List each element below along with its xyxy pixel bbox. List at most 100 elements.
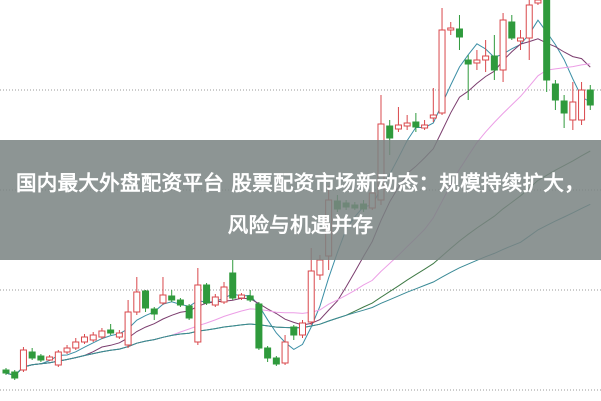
candle <box>290 325 298 340</box>
candle-body <box>290 326 298 336</box>
candle <box>107 324 115 335</box>
candle-body <box>150 308 158 315</box>
candle <box>176 298 184 307</box>
candle-body <box>578 89 586 121</box>
candle <box>447 22 455 35</box>
candle-body <box>46 356 54 361</box>
candle <box>80 334 88 344</box>
candle-body <box>281 341 289 364</box>
candle-body <box>447 27 455 31</box>
candle-body <box>551 83 559 101</box>
candle <box>159 277 167 305</box>
candle-body <box>264 347 272 359</box>
candle-body <box>272 357 280 365</box>
candle-body <box>517 37 525 42</box>
candle-body <box>19 349 27 371</box>
candle <box>578 82 586 125</box>
candle <box>89 332 97 342</box>
candle <box>229 260 237 300</box>
candle-body <box>307 270 315 323</box>
candle-body <box>386 125 394 139</box>
candle <box>46 355 54 361</box>
candle-body <box>89 334 97 341</box>
candle-body <box>255 303 263 349</box>
candle-body <box>482 55 490 61</box>
candle <box>2 368 10 375</box>
candle-body <box>508 21 516 39</box>
candle-body <box>464 59 472 65</box>
candle-body <box>37 355 45 361</box>
candle <box>115 330 123 339</box>
candle-body <box>421 124 429 129</box>
candle-body <box>403 122 411 127</box>
candle <box>281 335 289 365</box>
candle-body <box>299 322 306 336</box>
candle <box>586 85 594 110</box>
candle <box>37 354 45 362</box>
candle <box>72 338 80 350</box>
candle <box>307 248 315 325</box>
candle <box>220 282 228 304</box>
candle-body <box>316 259 324 276</box>
candle <box>551 80 559 110</box>
candle-body <box>229 272 237 299</box>
candle <box>569 82 577 130</box>
candle <box>464 55 472 100</box>
candle <box>237 293 245 300</box>
candle-body <box>473 59 481 64</box>
candle-body <box>490 55 498 71</box>
candle-body <box>115 332 123 338</box>
candle <box>142 290 150 312</box>
candle <box>264 346 272 362</box>
candle-body <box>11 371 19 379</box>
candle-body <box>569 101 577 121</box>
candle <box>28 348 36 360</box>
candle <box>499 13 507 82</box>
candle-body <box>586 89 594 106</box>
candle <box>255 302 263 350</box>
candle-body <box>107 329 115 334</box>
candle <box>150 307 158 320</box>
candle <box>534 0 542 5</box>
candle <box>98 328 106 339</box>
candle-body <box>133 291 141 313</box>
candle <box>203 283 211 305</box>
candle <box>482 40 490 72</box>
candle <box>403 115 411 130</box>
candle-body <box>211 296 219 306</box>
candle-body <box>159 294 167 304</box>
candle <box>473 50 481 70</box>
candle-body <box>525 4 533 39</box>
candle-body <box>534 0 542 4</box>
candle <box>421 120 429 130</box>
article-title: 国内最大外盘配资平台 股票配资市场新动态：规模持续扩大，风险与机遇并存 <box>15 171 586 237</box>
candle-body <box>543 0 551 81</box>
candle-body <box>499 19 507 71</box>
candle <box>246 290 254 302</box>
candle <box>19 347 27 372</box>
candle <box>124 300 132 348</box>
candle <box>168 290 176 302</box>
candle-body <box>412 121 420 128</box>
candle-body <box>63 347 71 353</box>
candle <box>54 350 62 367</box>
candle <box>508 15 516 40</box>
candle-body <box>455 28 463 38</box>
candle-body <box>72 341 80 349</box>
candle <box>194 268 202 345</box>
candle-body <box>560 100 568 114</box>
candle-body <box>438 29 446 114</box>
candle <box>211 294 219 307</box>
candle-body <box>203 284 211 304</box>
candle <box>438 8 446 115</box>
candle <box>412 113 420 132</box>
candle <box>133 277 141 315</box>
candle-body <box>246 295 254 301</box>
candle <box>490 35 498 80</box>
candle-body <box>124 311 132 346</box>
candle <box>299 320 306 338</box>
candle-body <box>185 305 193 319</box>
moving-average-line-10 <box>5 38 591 377</box>
candle-body <box>176 299 184 306</box>
